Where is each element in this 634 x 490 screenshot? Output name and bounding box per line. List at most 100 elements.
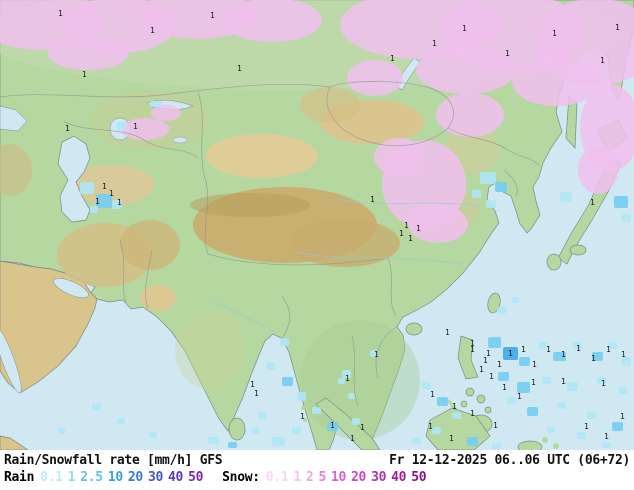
rain-patch bbox=[560, 192, 572, 202]
precip-value-marker: 1 bbox=[254, 389, 259, 398]
precip-value-marker: 1 bbox=[584, 422, 589, 431]
rain-patch bbox=[467, 437, 478, 446]
yangtze-river bbox=[295, 251, 463, 265]
terrain-group bbox=[0, 87, 500, 440]
caucasus-edge bbox=[0, 144, 32, 196]
border-central-asia bbox=[63, 121, 199, 159]
precip-value-marker: 1 bbox=[428, 422, 433, 431]
border-korea bbox=[503, 169, 518, 197]
rain-patch bbox=[495, 182, 507, 192]
scale-value: 10 bbox=[107, 470, 123, 485]
precip-value-marker: 1 bbox=[432, 39, 437, 48]
scale-value: 40 bbox=[168, 470, 184, 485]
scale-value: 30 bbox=[147, 470, 164, 485]
precip-value-marker: 1 bbox=[600, 56, 605, 65]
precip-value-marker: 1 bbox=[445, 328, 450, 337]
rain-patch bbox=[527, 407, 538, 416]
rain-patch bbox=[553, 352, 566, 361]
precip-value-marker: 1 bbox=[237, 64, 242, 73]
rain-patch bbox=[80, 182, 94, 194]
border-himalaya bbox=[207, 253, 397, 317]
rain-patch bbox=[338, 378, 345, 384]
rain-patch bbox=[567, 382, 578, 391]
precip-value-marker: 1 bbox=[521, 345, 526, 354]
thar-desert bbox=[140, 285, 176, 311]
border-amur bbox=[447, 127, 541, 167]
map-title: Rain/Snowfall rate [mm/h] GFS bbox=[4, 453, 223, 468]
precip-value-marker: 1 bbox=[416, 224, 421, 233]
scale-value: 5 bbox=[318, 470, 326, 485]
rain-patch bbox=[557, 402, 566, 409]
rain-patch bbox=[352, 418, 360, 425]
rain-patch bbox=[118, 418, 125, 424]
snow-area bbox=[578, 146, 618, 194]
precip-value-marker: 1 bbox=[65, 124, 70, 133]
rain-patch bbox=[282, 377, 293, 386]
precip-value-marker: 1 bbox=[360, 423, 365, 432]
precip-value-marker: 1 bbox=[546, 345, 551, 354]
precip-value-marker: 1 bbox=[452, 402, 457, 411]
precip-value-marker: 1 bbox=[430, 390, 435, 399]
visayas-island-2 bbox=[476, 394, 486, 404]
tarim-basin bbox=[206, 134, 318, 178]
rain-patch bbox=[342, 370, 351, 378]
deccan-plateau bbox=[175, 310, 245, 390]
rain-patch bbox=[150, 101, 162, 107]
scale-value: 20 bbox=[127, 470, 143, 485]
rain-patch bbox=[503, 347, 518, 360]
scale-value: 2 bbox=[305, 470, 314, 485]
rain-patch bbox=[280, 338, 289, 346]
precip-value-marker: 1 bbox=[497, 360, 502, 369]
rain-patch bbox=[92, 403, 101, 410]
precip-value-marker: 1 bbox=[250, 380, 255, 389]
ganges-river bbox=[211, 299, 275, 333]
rain-patch bbox=[90, 206, 98, 213]
precip-value-marker: 1 bbox=[604, 432, 609, 441]
precip-value-marker: 1 bbox=[210, 11, 215, 20]
rain-patch bbox=[488, 337, 501, 348]
karakum-desert bbox=[70, 165, 154, 205]
rain-patch bbox=[492, 443, 501, 449]
rain-patch bbox=[252, 428, 259, 434]
precip-value-marker: 1 bbox=[374, 350, 379, 359]
kyushu-island bbox=[546, 253, 562, 271]
rain-patch bbox=[258, 412, 266, 419]
precip-value-marker: 1 bbox=[621, 350, 626, 359]
precip-value-marker: 1 bbox=[486, 349, 491, 358]
rain-patch bbox=[370, 350, 378, 357]
scale-value: 50 bbox=[411, 470, 427, 485]
rain-patch bbox=[507, 397, 516, 404]
precip-value-marker: 1 bbox=[502, 383, 507, 392]
scale-value: 50 bbox=[188, 470, 204, 485]
precip-value-marker: 1 bbox=[345, 374, 350, 383]
andaman-island-3 bbox=[303, 418, 307, 422]
rain-patch bbox=[472, 190, 481, 198]
snow-area bbox=[347, 60, 403, 96]
precip-value-marker: 1 bbox=[58, 9, 63, 18]
rain-patch bbox=[498, 372, 509, 381]
rain-patch bbox=[272, 437, 285, 446]
precip-value-marker: 1 bbox=[615, 23, 620, 32]
rain-patch bbox=[292, 427, 301, 434]
rain-patch bbox=[512, 297, 519, 303]
precip-value-marker: 1 bbox=[493, 421, 498, 430]
precip-value-marker: 1 bbox=[561, 377, 566, 386]
visayas-island-4 bbox=[484, 406, 492, 414]
precip-value-marker: 1 bbox=[102, 182, 107, 191]
precipitation-overlay bbox=[0, 0, 634, 449]
precip-value-marker: 1 bbox=[601, 379, 606, 388]
scale-value: 40 bbox=[391, 470, 407, 485]
border-iran-pakistan bbox=[119, 239, 153, 309]
border-mongolia bbox=[326, 81, 454, 147]
rain-patch bbox=[150, 432, 157, 438]
altai-region bbox=[300, 87, 360, 123]
scale-value: 10 bbox=[330, 470, 347, 485]
border-china-west bbox=[197, 91, 209, 255]
shikoku-island bbox=[569, 244, 587, 256]
precip-value-marker: 1 bbox=[330, 421, 335, 430]
precip-value-marker: 1 bbox=[552, 29, 557, 38]
persian-gulf bbox=[53, 278, 89, 298]
